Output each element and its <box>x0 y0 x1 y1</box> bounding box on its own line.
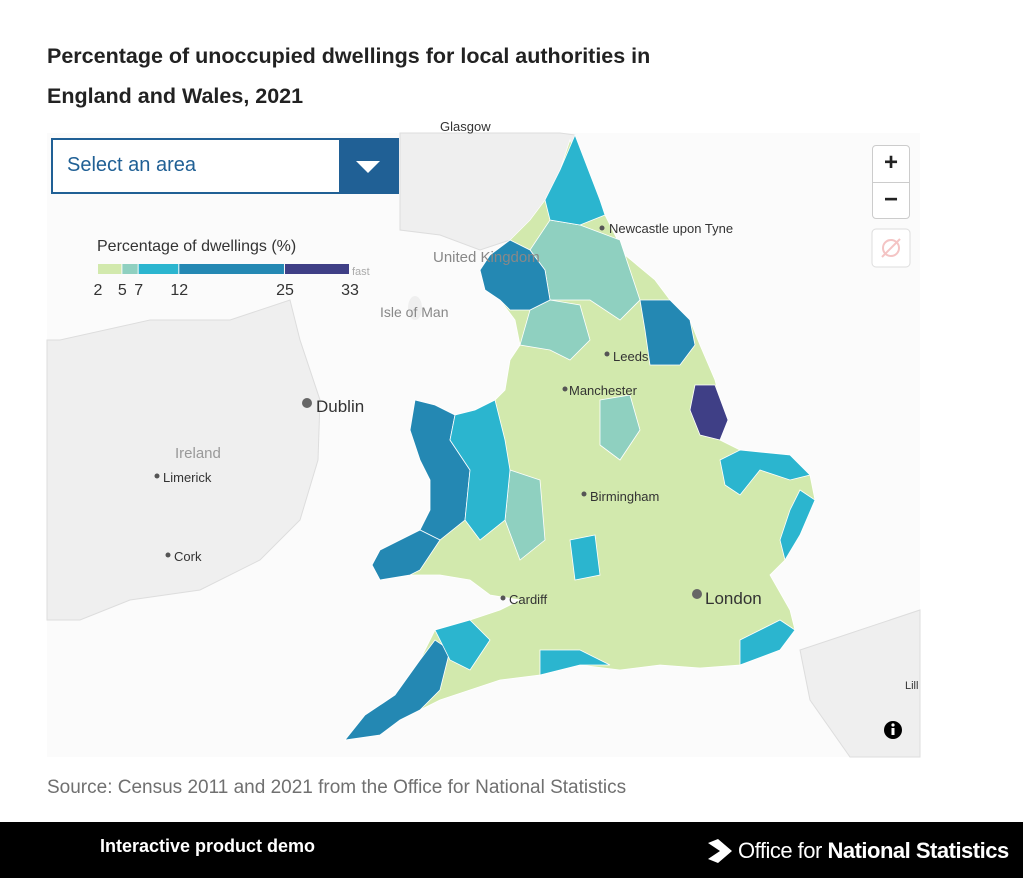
area-select[interactable]: Select an area <box>51 138 399 194</box>
legend-swatch <box>179 264 284 274</box>
title: Percentage of unoccupied dwellings for l… <box>47 36 650 116</box>
footer-label: Interactive product demo <box>100 836 316 856</box>
logo: Office for National Statistics <box>738 838 1009 864</box>
legend-tick-label: 25 <box>276 282 294 299</box>
place-label: Ireland <box>175 445 221 462</box>
caret <box>356 161 380 173</box>
regions <box>344 133 816 741</box>
place-label: fast <box>352 266 370 278</box>
locate-glyph <box>881 238 901 258</box>
legend-tick-label: 5 <box>118 282 127 299</box>
place-dot <box>154 473 160 479</box>
info-glyph <box>891 728 895 735</box>
locate-glyph <box>882 239 900 257</box>
place-dot <box>165 552 171 558</box>
zoom-control: + − <box>872 145 910 219</box>
place-label: Dublin <box>316 397 364 416</box>
place-label: Cardiff <box>509 592 547 607</box>
legend-title: Percentage of dwellings (%) <box>97 238 296 255</box>
place-dot <box>604 351 610 357</box>
legend-swatch <box>284 264 349 274</box>
place-label: London <box>705 589 762 608</box>
title-line: England and Wales, 2021 <box>47 84 304 108</box>
france <box>799 609 921 758</box>
place-label: Limerick <box>163 470 212 485</box>
ons-icon-shape <box>708 839 732 863</box>
place-label: Birmingham <box>590 489 659 504</box>
ons-icon <box>708 839 732 863</box>
logo-name: National Statistics <box>827 838 1009 863</box>
place-dot <box>500 595 506 601</box>
place-label: Cork <box>174 549 202 564</box>
legend-swatch <box>138 264 179 274</box>
place-label: Isle of Man <box>380 304 448 320</box>
select-placeholder: Select an area <box>67 154 196 176</box>
place-dot <box>599 225 605 231</box>
legend: Percentage of dwellings (%) 2 5 7 12 25 33 <box>94 238 359 299</box>
select-button[interactable] <box>339 140 397 192</box>
legend-tick-label: 2 <box>94 282 103 299</box>
legend-tick-label: 33 <box>341 282 359 299</box>
legend-swatch <box>122 264 138 274</box>
info-glyph <box>891 723 895 727</box>
place-dot <box>562 386 568 392</box>
ireland <box>46 299 321 621</box>
legend-tick-label: 12 <box>170 282 188 299</box>
isle-of-man <box>408 296 422 320</box>
caret-shape <box>356 161 380 173</box>
logo-prefix: Office for <box>738 838 822 863</box>
zoom-out[interactable]: − <box>883 186 898 213</box>
zoom-in[interactable]: + <box>873 146 909 183</box>
places: Glasgow United Kingdom fast Newcastle up… <box>154 119 918 692</box>
legend-tick-label: 7 <box>134 282 143 299</box>
place-label: Lill <box>905 680 918 692</box>
place-label: Manchester <box>569 383 638 398</box>
legend-swatch <box>98 264 122 274</box>
place-dot <box>302 398 312 408</box>
footer: Interactive product demo Office for Nati… <box>0 822 1023 878</box>
title-line: Percentage of unoccupied dwellings for l… <box>47 44 651 68</box>
place-label: Glasgow <box>440 119 491 134</box>
place-dot <box>692 589 702 599</box>
place-label: United Kingdom <box>433 249 540 266</box>
source: Source: Census 2011 and 2021 from the Of… <box>47 777 627 798</box>
place-label: Leeds <box>613 349 649 364</box>
place-dot <box>581 491 587 497</box>
place-label: Newcastle upon Tyne <box>609 221 733 236</box>
